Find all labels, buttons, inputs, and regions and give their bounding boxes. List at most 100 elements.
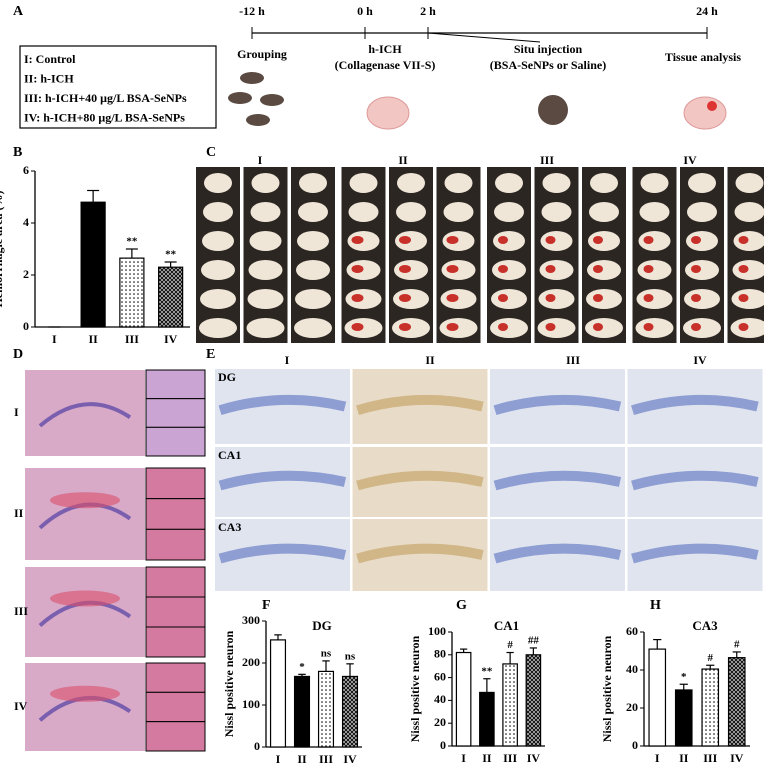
column-label: III bbox=[566, 353, 580, 367]
brain-slice bbox=[540, 231, 573, 251]
he-zoom bbox=[145, 566, 206, 598]
y-tick-label: 20 bbox=[626, 700, 638, 714]
lesion-icon bbox=[707, 101, 717, 111]
column-label: I bbox=[285, 353, 290, 367]
column-label: II bbox=[398, 153, 408, 167]
neuron-band bbox=[631, 394, 759, 416]
hemorrhage bbox=[399, 236, 411, 244]
brain-slice bbox=[686, 231, 718, 251]
brain-slice bbox=[249, 231, 282, 251]
hemorrhage bbox=[446, 236, 459, 244]
brain-slice bbox=[297, 231, 329, 251]
column-label: III bbox=[540, 153, 554, 167]
column-label: IV bbox=[683, 153, 697, 167]
neuron-band bbox=[631, 470, 759, 491]
hemorrhage bbox=[545, 265, 556, 273]
neuron-band bbox=[493, 543, 622, 564]
row-label: I bbox=[14, 405, 19, 419]
brain-slice bbox=[688, 173, 716, 193]
hemorrhage bbox=[691, 294, 701, 302]
slice-column bbox=[582, 167, 626, 343]
y-tick-label: 100 bbox=[242, 697, 260, 711]
hemorrhage bbox=[643, 265, 654, 273]
slice-column bbox=[341, 167, 386, 343]
hemorrhage bbox=[498, 294, 508, 302]
hemorrhage bbox=[50, 590, 120, 607]
bar bbox=[455, 651, 472, 747]
brain-slice bbox=[588, 231, 620, 251]
significance-label: # bbox=[734, 638, 740, 650]
chart-title: DG bbox=[312, 618, 332, 633]
he-section bbox=[25, 567, 145, 657]
y-tick-label: 4 bbox=[23, 215, 29, 229]
brain-slice bbox=[200, 289, 236, 309]
brain-slice bbox=[439, 318, 478, 338]
brain-slice bbox=[298, 202, 328, 222]
brain-slice bbox=[443, 202, 474, 222]
column-label: IV bbox=[693, 353, 707, 367]
hemorrhage bbox=[691, 323, 701, 331]
brain-slice bbox=[538, 289, 575, 309]
brain-slice bbox=[248, 260, 283, 280]
he-zoom bbox=[145, 426, 206, 457]
brain-slice bbox=[397, 173, 425, 193]
brain-slice bbox=[247, 289, 284, 309]
x-tick-label: IV bbox=[343, 752, 357, 766]
panel-label: F bbox=[262, 598, 271, 613]
y-axis-label: Nissl positive neuron bbox=[600, 635, 614, 742]
panel-label: A bbox=[13, 4, 24, 19]
group-label: IV: h-ICH+80 μg/L BSA-SeNPs bbox=[24, 110, 185, 124]
brain-slice-panel bbox=[196, 167, 764, 343]
hemorrhage bbox=[351, 236, 364, 244]
hemorrhage bbox=[498, 265, 508, 273]
hemorrhage bbox=[691, 236, 701, 244]
y-tick-label: 2 bbox=[23, 267, 29, 281]
y-tick-label: 300 bbox=[242, 613, 260, 627]
bar bbox=[701, 668, 720, 747]
y-tick-label: 60 bbox=[434, 669, 446, 683]
slice-column bbox=[291, 167, 335, 343]
slice-column bbox=[487, 167, 531, 343]
step-label: Tissue analysis bbox=[665, 50, 741, 64]
brain-slice bbox=[294, 318, 332, 338]
slice-column bbox=[436, 167, 481, 343]
hemorrhage bbox=[593, 236, 603, 244]
x-tick-label: II bbox=[679, 751, 689, 765]
significance-label: ** bbox=[126, 236, 138, 248]
hemorrhage bbox=[50, 685, 120, 702]
group-label: II: h-ICH bbox=[24, 71, 74, 85]
hemorrhage bbox=[738, 294, 749, 302]
brain-slice bbox=[349, 173, 378, 193]
brain-slice bbox=[202, 231, 234, 251]
step-label: (BSA-SeNPs or Saline) bbox=[490, 58, 606, 72]
slice-column bbox=[680, 167, 724, 343]
x-tick-label: III bbox=[125, 332, 139, 346]
hemorrhage bbox=[351, 323, 364, 331]
brain-slice bbox=[637, 260, 672, 280]
brain-slice bbox=[734, 202, 764, 222]
time-label: 24 h bbox=[696, 4, 718, 18]
brain-icon bbox=[683, 96, 727, 130]
brain-slice bbox=[636, 289, 673, 309]
bar bbox=[479, 691, 495, 747]
brain-slice bbox=[442, 231, 475, 251]
he-zoom bbox=[145, 662, 206, 693]
neuron-band bbox=[218, 470, 347, 491]
brain-slice bbox=[396, 202, 426, 222]
he-section bbox=[25, 468, 145, 560]
hemorrhage bbox=[50, 492, 120, 509]
y-tick-label: 80 bbox=[434, 647, 446, 661]
he-zoom bbox=[145, 398, 206, 428]
bar bbox=[727, 657, 746, 747]
brain-slice bbox=[490, 318, 528, 338]
brain-slice bbox=[394, 260, 428, 280]
hemorrhage bbox=[738, 236, 749, 244]
column-label: I bbox=[258, 153, 263, 167]
brain-slice bbox=[199, 318, 237, 338]
brain-slice bbox=[684, 289, 720, 309]
group-label: I: Control bbox=[24, 52, 76, 66]
neuron-band bbox=[493, 394, 622, 416]
hemorrhage bbox=[738, 265, 749, 273]
row-label: II bbox=[14, 506, 24, 520]
brain-slice bbox=[733, 231, 764, 251]
